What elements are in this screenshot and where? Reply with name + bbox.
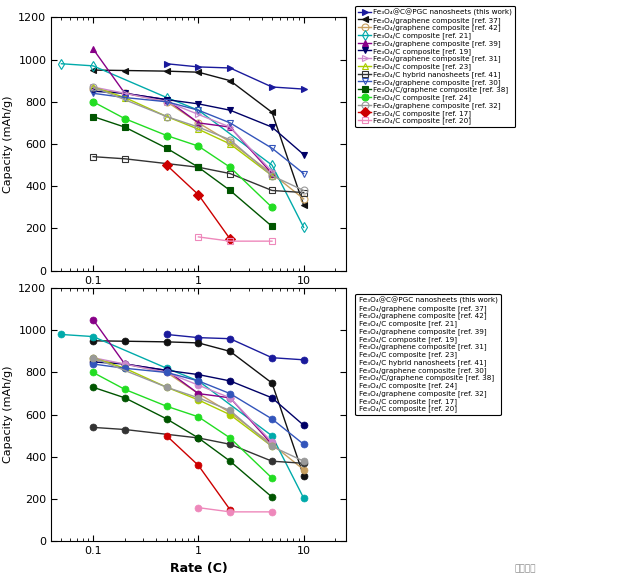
X-axis label: Rate (C): Rate (C)	[170, 562, 227, 575]
Text: 松迪科技: 松迪科技	[514, 564, 536, 573]
X-axis label: Rate (C): Rate (C)	[170, 291, 227, 304]
Y-axis label: Capacity (mAh/g): Capacity (mAh/g)	[3, 366, 13, 464]
Legend: Fe₃O₄@C@PGC nanosheets (this work), Fe₃O₄/graphene composite [ref. 37], Fe₃O₄/gr: Fe₃O₄@C@PGC nanosheets (this work), Fe₃O…	[355, 294, 500, 415]
Legend: Fe₃O₄@C@PGC nanosheets (this work), Fe₃O₄/graphene composite [ref. 37], Fe₃O₄/gr: Fe₃O₄@C@PGC nanosheets (this work), Fe₃O…	[355, 6, 515, 127]
Y-axis label: Capacity (mAh/g): Capacity (mAh/g)	[3, 95, 13, 193]
